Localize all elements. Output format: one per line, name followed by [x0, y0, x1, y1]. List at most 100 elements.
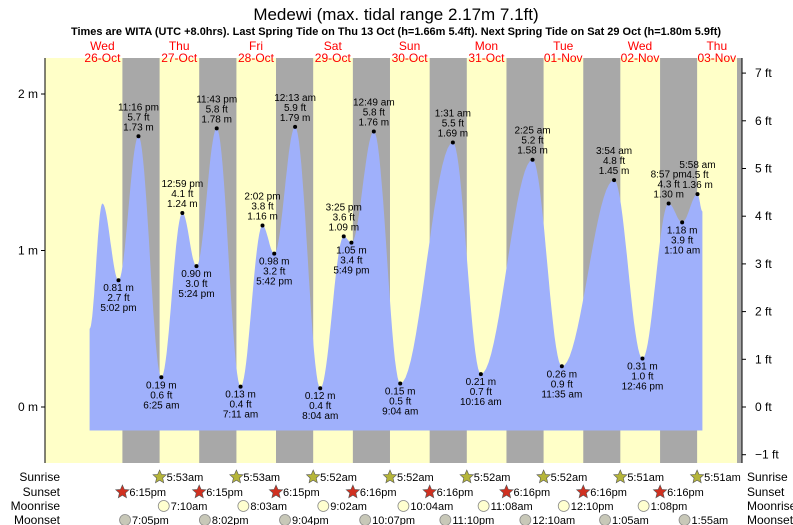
moonset-label-right: Moonset	[747, 513, 793, 525]
tide-label: 0.15 m	[385, 387, 416, 398]
sunrise-star-icon	[152, 469, 168, 484]
tide-label: 8:57 pm	[651, 170, 687, 181]
tide-label: 1.30 m	[653, 190, 684, 201]
tide-label: 3.6 ft	[333, 212, 355, 223]
moonrise-moon-icon	[557, 500, 570, 512]
day-name: Sun	[399, 39, 420, 53]
tide-label: 1.69 m	[438, 129, 469, 140]
sunset-time: 6:16pm	[590, 487, 627, 499]
sunset-star-icon	[422, 484, 438, 499]
tide-label: 12:46 pm	[622, 381, 664, 392]
sunset-label: Sunset	[23, 485, 61, 499]
moonset-time: 12:10am	[532, 515, 575, 525]
moonrise-time: 9:02am	[330, 501, 367, 513]
tide-point	[695, 192, 700, 197]
tide-label: 5:02 pm	[100, 303, 136, 314]
tide-label: 1:10 am	[664, 245, 700, 256]
tide-label: 4.3 ft	[658, 180, 680, 191]
tide-point	[180, 210, 185, 215]
tide-point	[612, 178, 617, 183]
tick-label: 5 ft	[755, 161, 772, 175]
tide-point	[371, 129, 376, 134]
tide-label: 0.9 ft	[551, 379, 573, 390]
tide-label: 3.0 ft	[185, 279, 207, 290]
moonset-moon-icon	[599, 514, 611, 525]
sunrise-time: 5:51am	[627, 472, 664, 484]
tide-label: 0.19 m	[146, 380, 177, 391]
sunset-star-icon	[114, 484, 130, 499]
tide-label: 3.2 ft	[263, 267, 285, 278]
sunset-star-icon	[499, 484, 514, 499]
moonset-moon-icon	[439, 514, 452, 525]
tide-label: 0.90 m	[181, 269, 212, 280]
tide-label: 1:31 am	[435, 109, 471, 120]
tide-label: 0.13 m	[225, 390, 256, 401]
sunrise-time: 5:53am	[167, 472, 204, 484]
moonset-moon-icon	[198, 514, 211, 525]
tide-label: 0.81 m	[103, 283, 134, 294]
tide-label: 1.45 m	[599, 166, 630, 177]
tide-label: 2.7 ft	[107, 293, 129, 304]
day-name: Sat	[324, 39, 343, 53]
tide-label: 5:24 pm	[178, 289, 214, 300]
tide-point	[318, 386, 323, 391]
sunset-star-icon	[345, 484, 361, 499]
moonset-moon-icon	[359, 514, 372, 525]
day-date: 01-Nov	[544, 51, 583, 65]
tide-point	[293, 124, 298, 129]
sunset-star-icon	[268, 484, 284, 499]
sunset-time: 6:15pm	[206, 487, 243, 499]
tide-label: 1.16 m	[247, 211, 278, 222]
sunset-time: 6:15pm	[283, 487, 320, 499]
tide-point	[680, 220, 685, 225]
sunrise-star-icon	[382, 469, 398, 484]
sunrise-time: 5:52am	[474, 472, 511, 484]
tick-label: 4 ft	[755, 209, 772, 223]
tide-point	[398, 381, 403, 386]
tide-label: 0.31 m	[627, 361, 658, 372]
sunset-time: 6:16pm	[513, 487, 550, 499]
tide-label: 0.12 m	[305, 391, 336, 402]
moonset-label: Moonset	[14, 513, 61, 525]
moonrise-label-right: Moonrise	[747, 499, 793, 513]
tide-point	[260, 223, 265, 228]
day-name: Wed	[628, 39, 652, 53]
tide-label: 1.76 m	[359, 118, 390, 129]
sunrise-label-right: Sunrise	[747, 470, 788, 484]
day-date: 02-Nov	[621, 51, 660, 65]
tide-label: 2:25 am	[514, 126, 550, 137]
tide-point	[530, 157, 535, 162]
tide-label: 2:02 pm	[244, 191, 280, 202]
moonrise-moon-icon	[317, 500, 330, 512]
tide-point	[666, 201, 671, 206]
tide-label: 0.6 ft	[150, 390, 172, 401]
moonrise-time: 8:03am	[250, 501, 287, 513]
tide-label: 1.0 ft	[631, 371, 653, 382]
tide-point	[450, 140, 455, 145]
sunset-time: 6:16pm	[360, 487, 397, 499]
tide-label: 5.9 ft	[284, 103, 306, 114]
tide-label: 0.7 ft	[470, 387, 492, 398]
sunrise-star-icon	[459, 469, 475, 484]
moonrise-time: 1:08pm	[651, 501, 688, 513]
tide-label: 0.26 m	[547, 369, 578, 380]
tide-label: 5.5 ft	[442, 119, 464, 130]
sunset-time: 6:16pm	[667, 487, 704, 499]
moonrise-time: 11:08am	[491, 501, 533, 513]
tick-label: 7 ft	[755, 66, 772, 80]
tide-label: 9:04 am	[382, 407, 418, 418]
sunrise-time: 5:52am	[397, 472, 434, 484]
tide-label: 12:13 am	[274, 93, 316, 104]
sunset-star-icon	[575, 484, 591, 499]
tide-label: 1.18 m	[667, 225, 698, 236]
day-date: 03-Nov	[697, 51, 736, 65]
sunrise-star-icon	[612, 469, 628, 484]
tide-label: 11:35 am	[541, 389, 582, 400]
day-date: 27-Oct	[161, 51, 198, 65]
moonrise-moon-icon	[477, 500, 490, 512]
moonset-time: 1:55am	[692, 515, 729, 525]
tide-label: 3.9 ft	[671, 235, 693, 246]
sunset-star-icon	[652, 484, 668, 499]
moonrise-moon-icon	[237, 500, 250, 512]
